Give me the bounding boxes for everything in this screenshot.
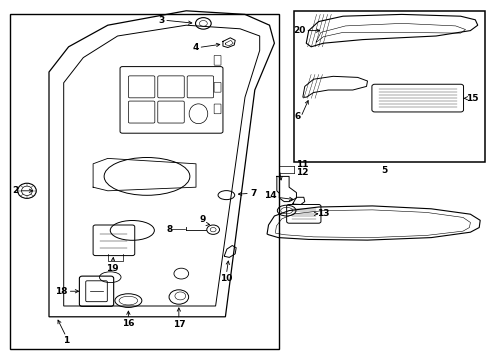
Bar [294,11,485,162]
Text: 7: 7 [250,189,256,198]
Text: 5: 5 [382,166,388,175]
Text: 8: 8 [166,225,172,234]
Text: 4: 4 [192,43,198,52]
Text: 3: 3 [158,15,164,24]
Text: 1: 1 [63,336,69,345]
Text: 6: 6 [294,112,301,121]
Bar [10,14,279,349]
Text: 13: 13 [317,210,330,218]
Text: 14: 14 [264,191,277,199]
Text: 17: 17 [172,320,185,329]
Text: 20: 20 [293,26,305,35]
Text: 18: 18 [55,287,68,296]
Text: 19: 19 [106,264,119,273]
Text: 15: 15 [466,94,479,103]
Text: 16: 16 [122,319,135,328]
Text: 10: 10 [220,274,233,283]
Text: 12: 12 [296,167,309,176]
Text: 9: 9 [199,215,206,224]
Text: 2: 2 [12,186,19,195]
Text: 11: 11 [296,160,309,169]
